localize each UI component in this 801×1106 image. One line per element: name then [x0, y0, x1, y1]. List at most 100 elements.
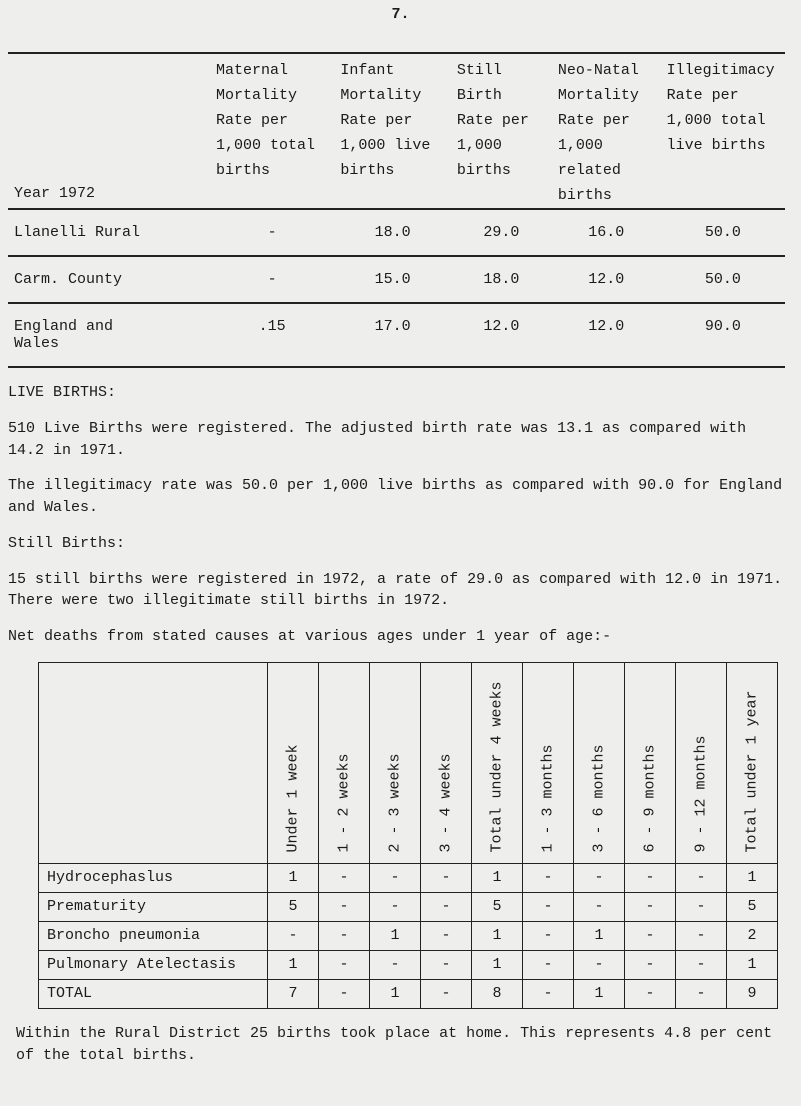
cell: - — [574, 863, 625, 892]
row-label: Broncho pneumonia — [39, 921, 268, 950]
cell: - — [421, 950, 472, 979]
cell: - — [625, 892, 676, 921]
table-row: Pulmonary Atelectasis 1 - - - 1 - - - - … — [39, 950, 778, 979]
col-header: 2 - 3 weeks — [370, 662, 421, 863]
col-header: 9 - 12 months — [676, 662, 727, 863]
cell: - — [370, 863, 421, 892]
row-label: Prematurity — [39, 892, 268, 921]
paragraph: The illegitimacy rate was 50.0 per 1,000… — [8, 475, 785, 519]
col-header: 1,000 — [451, 133, 552, 158]
cell: 5 — [727, 892, 778, 921]
live-births-title: LIVE BIRTHS: — [8, 382, 785, 404]
col-header: births — [334, 158, 451, 183]
col-header: Rate per — [210, 108, 334, 133]
cell: 12.0 — [552, 256, 661, 303]
cell: 12.0 — [552, 303, 661, 367]
cell: 50.0 — [661, 209, 785, 256]
cell: - — [625, 863, 676, 892]
cell: 8 — [472, 979, 523, 1008]
cell: - — [421, 892, 472, 921]
cell: 1 — [268, 863, 319, 892]
cell: 5 — [268, 892, 319, 921]
table-row: Hydrocephaslus 1 - - - 1 - - - - 1 — [39, 863, 778, 892]
col-header: births — [210, 158, 334, 183]
empty-header — [39, 662, 268, 863]
col-header: Total under 4 weeks — [472, 662, 523, 863]
col-header: 3 - 4 weeks — [421, 662, 472, 863]
col-header: Mortality — [334, 83, 451, 108]
col-header: Mortality — [552, 83, 661, 108]
cell: - — [676, 950, 727, 979]
cell: 5 — [472, 892, 523, 921]
cell: 1 — [574, 979, 625, 1008]
cell: 1 — [472, 950, 523, 979]
cell: 1 — [370, 979, 421, 1008]
col-header: Under 1 week — [268, 662, 319, 863]
cell: - — [625, 950, 676, 979]
col-header: births — [552, 183, 661, 209]
year-label: Year 1972 — [14, 185, 95, 202]
row-label: Pulmonary Atelectasis — [39, 950, 268, 979]
col-header: 1,000 total — [210, 133, 334, 158]
paragraph: Net deaths from stated causes at various… — [8, 626, 785, 648]
table-row: Broncho pneumonia - - 1 - 1 - 1 - - 2 — [39, 921, 778, 950]
cell: - — [268, 921, 319, 950]
cell: - — [370, 892, 421, 921]
row-label: TOTAL — [39, 979, 268, 1008]
col-header: Birth — [451, 83, 552, 108]
col-header: 1,000 total — [661, 108, 785, 133]
cell: - — [625, 921, 676, 950]
cell: 1 — [727, 863, 778, 892]
cell: 29.0 — [451, 209, 552, 256]
page: 7. Year 1972 Maternal Infant Still Neo-N… — [0, 0, 801, 1106]
still-births-title: Still Births: — [8, 533, 785, 555]
table-row: TOTAL 7 - 1 - 8 - 1 - - 9 — [39, 979, 778, 1008]
col-header: Maternal — [210, 53, 334, 83]
cell: - — [210, 209, 334, 256]
paragraph: 510 Live Births were registered. The adj… — [8, 418, 785, 462]
col-header: 3 - 6 months — [574, 662, 625, 863]
cell: 12.0 — [451, 303, 552, 367]
row-label: Llanelli Rural — [8, 209, 210, 256]
cell: - — [370, 950, 421, 979]
cell: - — [523, 921, 574, 950]
cell: - — [319, 863, 370, 892]
col-header: Rate per — [552, 108, 661, 133]
cell: 2 — [727, 921, 778, 950]
cell: - — [523, 950, 574, 979]
cell: 90.0 — [661, 303, 785, 367]
col-header: related — [552, 158, 661, 183]
ages-table: Under 1 week 1 - 2 weeks 2 - 3 weeks 3 -… — [38, 662, 778, 1009]
cell: - — [319, 950, 370, 979]
cell: 1 — [574, 921, 625, 950]
cell: - — [319, 892, 370, 921]
footnote: Within the Rural District 25 births took… — [16, 1023, 777, 1067]
cell: 9 — [727, 979, 778, 1008]
col-header: Rate per — [334, 108, 451, 133]
cell: 16.0 — [552, 209, 661, 256]
cell: - — [523, 979, 574, 1008]
cell: 1 — [472, 863, 523, 892]
col-header: 1 - 3 months — [523, 662, 574, 863]
col-header: live births — [661, 133, 785, 158]
stats-table: Year 1972 Maternal Infant Still Neo-Nata… — [8, 52, 785, 368]
page-number: 7. — [391, 6, 409, 23]
row-label: England and Wales — [8, 303, 210, 367]
paragraph: 15 still births were registered in 1972,… — [8, 569, 785, 613]
cell: 1 — [472, 921, 523, 950]
cell: 18.0 — [334, 209, 451, 256]
cell: 7 — [268, 979, 319, 1008]
table-row: Prematurity 5 - - - 5 - - - - 5 — [39, 892, 778, 921]
col-header: 1 - 2 weeks — [319, 662, 370, 863]
cell: - — [421, 921, 472, 950]
cell: - — [319, 979, 370, 1008]
cell: - — [523, 892, 574, 921]
cell: 1 — [268, 950, 319, 979]
col-header: Still — [451, 53, 552, 83]
cell: - — [574, 892, 625, 921]
cell: - — [523, 863, 574, 892]
cell: 1 — [727, 950, 778, 979]
cell: - — [676, 892, 727, 921]
col-header: Total under 1 year — [727, 662, 778, 863]
col-header: births — [451, 158, 552, 183]
